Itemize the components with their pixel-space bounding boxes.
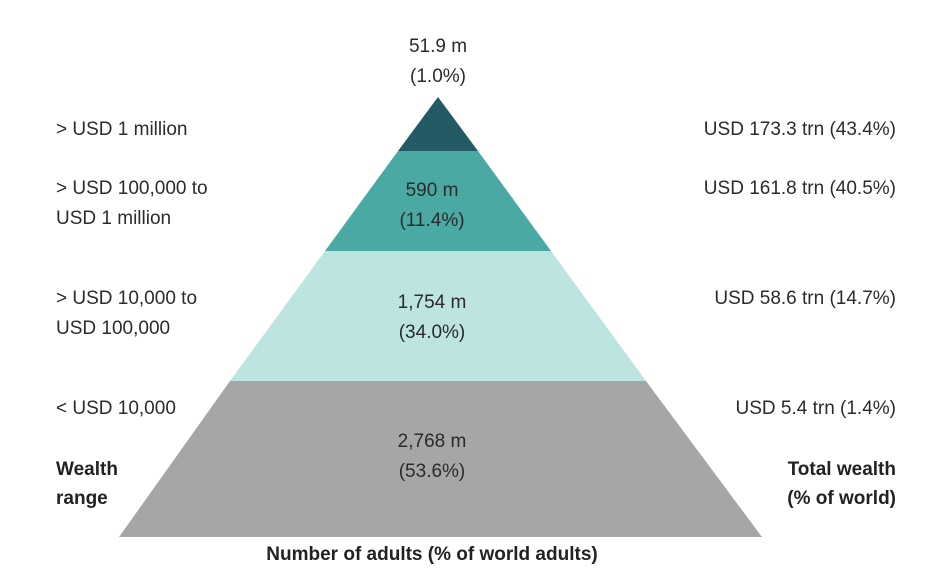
wealth-range-title-line: Wealth	[56, 459, 118, 480]
tier-adults-count: 2,768 m	[397, 431, 467, 452]
wealth-range-tier-2: > USD 100,000 to USD 1 million	[56, 174, 208, 234]
wealth-range-text: > USD 100,000 to	[56, 178, 208, 199]
wealth-range-text: > USD 1 million	[56, 119, 188, 140]
pyramid-tier-upper-middle	[325, 151, 551, 251]
tier-adults-count: 590 m	[405, 180, 459, 201]
pyramid-tier-base	[119, 381, 762, 537]
tier-2-adults-label: 590 m (11.4%)	[332, 176, 532, 236]
total-wealth-title-line: Total wealth	[787, 459, 896, 480]
total-wealth-title: Total wealth (% of world)	[787, 455, 896, 513]
top-tier-adults-label: 51.9 m (1.0%)	[338, 32, 538, 92]
total-wealth-tier-4: USD 5.4 trn (1.4%)	[736, 394, 897, 424]
total-wealth-tier-1: USD 173.3 trn (43.4%)	[704, 115, 896, 145]
wealth-range-text: < USD 10,000	[56, 398, 176, 419]
wealth-range-title: Wealth range	[56, 455, 118, 513]
wealth-range-tier-3: > USD 10,000 to USD 100,000	[56, 284, 197, 344]
wealth-range-tier-4: < USD 10,000	[56, 394, 176, 424]
total-wealth-text: USD 58.6 trn (14.7%)	[714, 288, 896, 309]
wealth-range-text: USD 100,000	[56, 318, 171, 339]
total-wealth-tier-3: USD 58.6 trn (14.7%)	[714, 284, 896, 314]
tier-3-adults-label: 1,754 m (34.0%)	[332, 288, 532, 348]
pyramid-tier-lower-middle	[230, 251, 646, 381]
total-wealth-text: USD 5.4 trn (1.4%)	[735, 398, 897, 419]
total-wealth-text: USD 173.3 trn (43.4%)	[703, 119, 896, 140]
pyramid-tier-top	[398, 97, 478, 151]
tier-adults-share: (53.6%)	[398, 461, 466, 482]
total-wealth-tier-2: USD 161.8 trn (40.5%)	[704, 174, 896, 204]
wealth-range-text: > USD 10,000 to	[56, 288, 198, 309]
number-of-adults-title: Number of adults (% of world adults)	[266, 544, 598, 565]
wealth-range-text: USD 1 million	[56, 208, 172, 229]
top-tier-adults-share: (1.0%)	[410, 66, 466, 87]
tier-adults-share: (11.4%)	[399, 210, 465, 231]
tier-4-adults-label: 2,768 m (53.6%)	[332, 427, 532, 487]
wealth-range-title-line: range	[56, 488, 108, 509]
tier-adults-count: 1,754 m	[397, 292, 467, 313]
tier-adults-share: (34.0%)	[398, 322, 466, 343]
total-wealth-text: USD 161.8 trn (40.5%)	[703, 178, 896, 199]
total-wealth-title-line: (% of world)	[787, 488, 896, 509]
wealth-range-tier-1: > USD 1 million	[56, 115, 187, 145]
top-tier-adults-count: 51.9 m	[408, 36, 468, 57]
